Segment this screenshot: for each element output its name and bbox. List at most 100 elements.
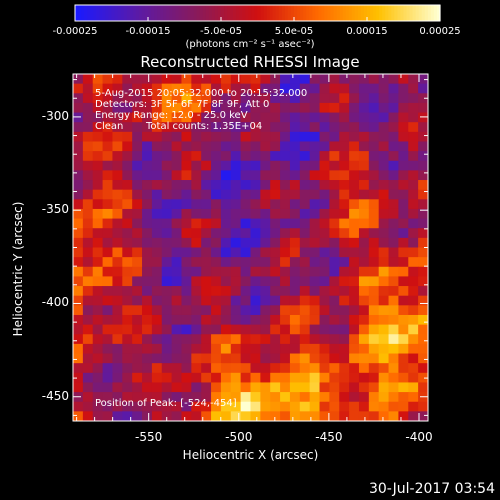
- heatmap-cell: [92, 314, 104, 326]
- heatmap-cell: [240, 314, 251, 326]
- heatmap-cell: [280, 295, 291, 306]
- heatmap-cell: [378, 131, 390, 142]
- heatmap-cell: [280, 151, 291, 162]
- heatmap-cell: [289, 151, 301, 162]
- heatmap-cell: [122, 237, 133, 248]
- colorbar-segment: [208, 5, 213, 21]
- heatmap-cell: [418, 151, 428, 162]
- heatmap-cell: [398, 141, 409, 152]
- heatmap-cell: [280, 334, 291, 345]
- heatmap-cell: [73, 247, 84, 258]
- heatmap-cell: [112, 151, 123, 162]
- heatmap-cell: [112, 112, 123, 123]
- heatmap-cell: [92, 343, 104, 355]
- heatmap-cell: [398, 237, 409, 248]
- colorbar-segment: [412, 5, 417, 21]
- heatmap-cell: [388, 247, 399, 258]
- heatmap-cell: [211, 392, 222, 403]
- heatmap-cell: [122, 363, 133, 374]
- annotation-peak: Position of Peak: [-524,-454]: [95, 398, 237, 409]
- heatmap-cell: [201, 363, 212, 374]
- heatmap-cell: [82, 334, 94, 345]
- heatmap-cell: [230, 160, 242, 171]
- heatmap-cell: [92, 237, 104, 248]
- heatmap-cell: [358, 334, 370, 345]
- heatmap-cell: [240, 257, 251, 268]
- heatmap-cell: [270, 180, 281, 191]
- heatmap-cell: [250, 305, 261, 316]
- heatmap-cell: [191, 160, 202, 171]
- heatmap-cell: [270, 199, 281, 210]
- heatmap-cell: [358, 295, 370, 306]
- heatmap-cell: [289, 353, 301, 364]
- heatmap-cell: [73, 199, 84, 210]
- heatmap-cell: [191, 247, 202, 258]
- heatmap-cell: [280, 286, 291, 297]
- heatmap-cell: [211, 257, 222, 268]
- heatmap-cell: [142, 276, 153, 287]
- heatmap-cell: [408, 372, 419, 383]
- heatmap-cell: [339, 141, 350, 152]
- heatmap-cell: [142, 131, 153, 142]
- heatmap-cell: [289, 180, 301, 191]
- heatmap-cell: [408, 353, 419, 364]
- colorbar-segment: [148, 5, 152, 21]
- colorbar-segment: [114, 5, 119, 21]
- heatmap-cell: [280, 247, 291, 258]
- heatmap-cell: [280, 208, 291, 220]
- heatmap-cell: [299, 93, 311, 104]
- heatmap-cell: [270, 131, 281, 142]
- heatmap-cell: [191, 276, 202, 287]
- colorbar-segment: [105, 5, 110, 21]
- colorbar-segment: [339, 5, 344, 21]
- heatmap-cell: [378, 93, 390, 104]
- heatmap-cell: [161, 401, 173, 412]
- heatmap-cell: [82, 151, 94, 162]
- heatmap-cell: [368, 334, 380, 345]
- heatmap-cell: [171, 228, 182, 239]
- heatmap-cell: [161, 372, 173, 383]
- heatmap-cell: [329, 334, 340, 345]
- heatmap-cell: [171, 286, 182, 297]
- heatmap-cell: [102, 324, 113, 335]
- heatmap-cell: [122, 276, 133, 287]
- heatmap-cell: [270, 102, 281, 114]
- heatmap-cell: [230, 247, 242, 258]
- heatmap-cell: [171, 295, 182, 306]
- heatmap-cell: [299, 141, 311, 152]
- heatmap-cell: [339, 305, 350, 316]
- heatmap-cell: [211, 112, 222, 123]
- heatmap-cell: [92, 218, 104, 229]
- heatmap-cell: [339, 295, 350, 306]
- heatmap-cell: [339, 382, 350, 393]
- heatmap-cell: [398, 208, 409, 220]
- heatmap-cell: [230, 189, 242, 200]
- heatmap-cell: [329, 247, 340, 258]
- heatmap-cell: [171, 334, 182, 345]
- colorbar: [74, 4, 441, 22]
- heatmap-cell: [230, 151, 242, 162]
- heatmap-cell: [230, 93, 242, 104]
- heatmap-cell: [309, 343, 321, 355]
- heatmap-cell: [309, 353, 321, 364]
- heatmap-cell: [270, 382, 281, 393]
- heatmap-cell: [358, 189, 370, 200]
- heatmap-cell: [299, 343, 311, 355]
- heatmap-cell: [358, 266, 370, 277]
- heatmap-cell: [368, 180, 380, 191]
- heatmap-cell: [388, 266, 399, 277]
- heatmap-cell: [280, 372, 291, 383]
- heatmap-cell: [82, 286, 94, 297]
- colorbar-segment: [327, 5, 332, 21]
- heatmap-cell: [220, 295, 232, 306]
- heatmap-cell: [181, 228, 192, 239]
- heatmap-cell: [142, 411, 153, 421]
- heatmap-cell: [260, 83, 271, 94]
- heatmap-cell: [349, 237, 360, 248]
- heatmap-cell: [378, 334, 390, 345]
- heatmap-cell: [142, 401, 153, 412]
- colorbar-segment: [360, 5, 365, 21]
- colorbar-segment: [181, 5, 186, 21]
- heatmap-cell: [398, 199, 409, 210]
- heatmap-cell: [142, 199, 153, 210]
